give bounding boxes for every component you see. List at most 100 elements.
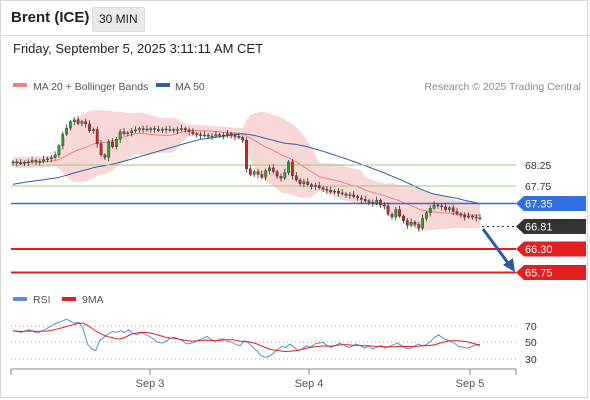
candle-body	[337, 190, 340, 194]
candle-body	[179, 128, 183, 130]
candle	[379, 198, 382, 208]
candle-body	[413, 221, 417, 225]
candle-body	[164, 128, 168, 131]
candle-body	[229, 133, 233, 136]
candle-body	[107, 141, 111, 158]
candle	[214, 130, 218, 138]
candle-body	[436, 204, 440, 207]
candle	[179, 124, 183, 132]
candle	[107, 139, 111, 161]
candle-body	[352, 194, 356, 197]
candle-body	[172, 129, 176, 131]
candle-body	[310, 184, 313, 187]
candle	[252, 169, 256, 178]
candle-body	[91, 129, 95, 132]
candle-body	[202, 134, 206, 137]
candle	[268, 165, 271, 175]
candle	[172, 127, 176, 134]
candle	[130, 128, 134, 137]
candle	[38, 158, 42, 166]
candle-body	[61, 133, 65, 146]
candle	[30, 156, 34, 164]
x-tick-label-sep3: Sep 3	[136, 378, 165, 390]
rsi-line	[12, 318, 481, 358]
level-tag-67-35	[516, 196, 586, 211]
ma9-legend-label: 9MA	[82, 294, 104, 306]
candle-body	[80, 121, 84, 124]
candle-body	[428, 207, 432, 213]
candle	[287, 160, 290, 176]
ma50-legend-label: MA 50	[175, 81, 205, 93]
candle	[371, 199, 375, 207]
candle-body	[440, 205, 444, 208]
candle	[463, 212, 467, 221]
rsi-legend-swatch	[13, 297, 27, 301]
candle-body	[141, 128, 145, 130]
candle-body	[19, 162, 23, 165]
candle-body	[264, 170, 268, 178]
candle-body	[252, 171, 256, 175]
candle-body	[46, 158, 49, 160]
candle	[46, 156, 49, 163]
instrument-title: Brent (ICE)	[11, 9, 90, 26]
candle-body	[471, 215, 474, 218]
candle-body	[114, 138, 118, 147]
candle-body	[268, 167, 271, 171]
candle-body	[325, 188, 329, 191]
candle-body	[195, 133, 199, 135]
candle	[356, 194, 359, 201]
candle	[375, 196, 379, 205]
candle	[474, 214, 478, 222]
last-price-label: 66.81	[525, 222, 553, 234]
candle	[405, 217, 409, 230]
chart-datetime: Friday, September 5, 2025 3:11:11 AM CET	[13, 41, 264, 56]
candle	[471, 214, 474, 220]
candle	[199, 131, 202, 140]
candle	[84, 118, 88, 128]
candle-body	[275, 171, 279, 177]
candle-body	[298, 179, 302, 184]
candle	[80, 119, 84, 127]
interval-button[interactable]: 30 MIN	[92, 7, 145, 32]
candle-body	[149, 128, 153, 131]
candle-body	[214, 134, 218, 137]
candle-body	[363, 199, 367, 201]
candle-body	[417, 224, 421, 229]
candle-body	[248, 168, 252, 175]
candle-body	[478, 217, 482, 220]
candle	[241, 135, 245, 143]
credit-text: Research © 2025 Trading Central	[424, 81, 581, 93]
candle-body	[57, 145, 61, 156]
candle	[141, 125, 145, 133]
candle-body	[379, 200, 382, 206]
bollinger-band-area	[13, 109, 480, 232]
candle-body	[160, 128, 164, 131]
level-label-68-25: 68.25	[525, 160, 551, 172]
candle	[91, 127, 95, 134]
candle	[176, 126, 179, 135]
candle	[72, 117, 76, 126]
candle	[344, 192, 348, 198]
candle	[160, 127, 164, 134]
candle	[23, 160, 26, 167]
chart-header: Brent (ICE) 30 MIN	[0, 0, 590, 36]
candle-body	[271, 167, 275, 172]
candle	[398, 205, 401, 218]
candle-body	[283, 172, 287, 179]
candle-body	[26, 161, 30, 164]
candle	[157, 125, 160, 133]
candle-body	[405, 220, 409, 226]
candle	[294, 172, 298, 182]
level-tag-65-75	[516, 265, 586, 280]
candle-body	[402, 215, 405, 221]
candle-body	[218, 134, 222, 136]
rsi-tick-50: 50	[525, 337, 537, 349]
rsi-tick-30: 30	[525, 354, 537, 366]
candle	[118, 129, 122, 143]
candle-body	[390, 213, 394, 218]
candle	[76, 116, 80, 126]
candle-body	[317, 185, 321, 188]
candle-body	[421, 218, 424, 229]
candle-body	[187, 129, 191, 132]
